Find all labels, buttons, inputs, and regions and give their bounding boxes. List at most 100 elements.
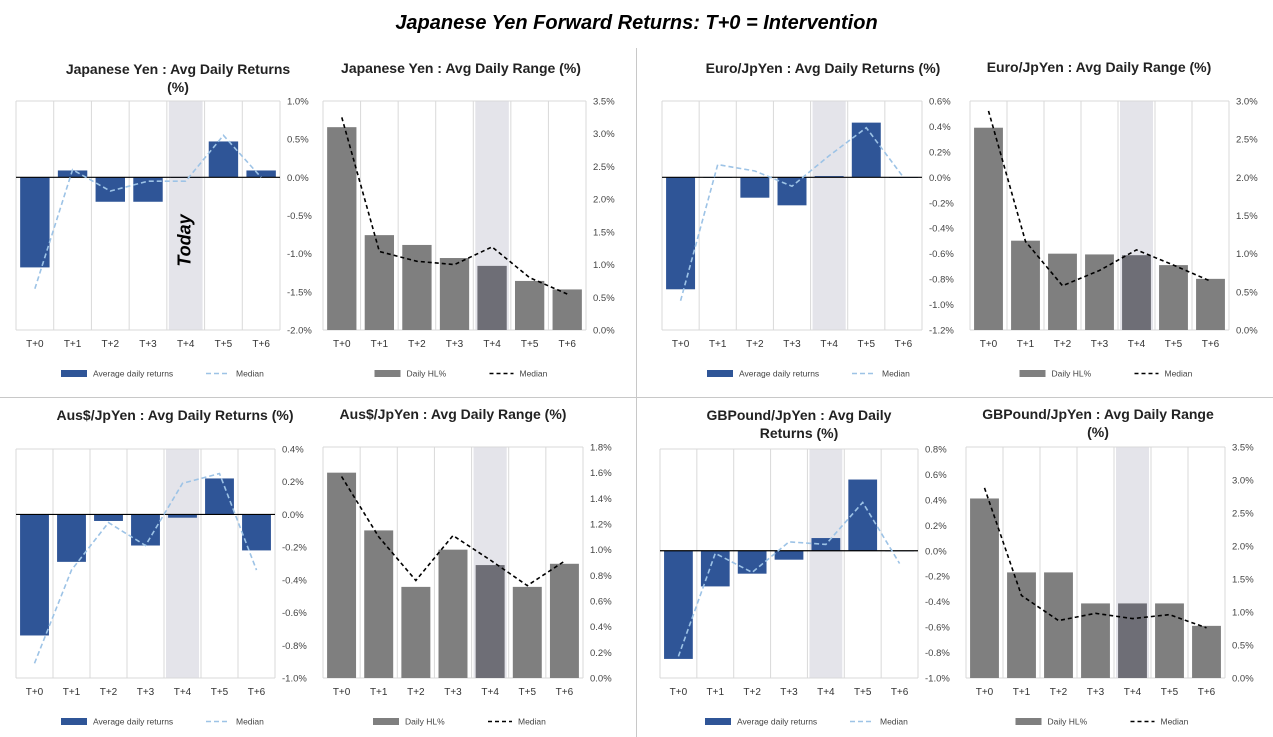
legend-label: Daily HL% xyxy=(1048,717,1088,727)
x-tick-label: T+0 xyxy=(26,687,44,698)
bar xyxy=(664,550,693,659)
median-line xyxy=(983,487,1207,629)
median-line xyxy=(34,134,262,290)
x-tick-label: T+6 xyxy=(248,687,266,698)
highlight-band xyxy=(809,449,843,678)
x-tick-label: T+6 xyxy=(252,339,270,350)
bar xyxy=(57,514,86,562)
y-tick-label: 0.4% xyxy=(590,622,612,633)
chart-panel-3: Euro/JpYen : Avg Daily Returns (%) 0.6% 0.… xyxy=(661,60,954,379)
legend-label: Median xyxy=(1165,369,1193,379)
legend-label: Daily HL% xyxy=(407,369,447,379)
bar xyxy=(848,479,878,551)
legend-swatch xyxy=(707,370,733,377)
x-tick-label: T+1 xyxy=(371,339,389,350)
y-tick-label: 1.0% xyxy=(287,97,309,108)
chart-title: GBPound/JpYen : Avg Daily Range xyxy=(982,406,1214,422)
today-annotation: Today xyxy=(175,213,195,266)
x-tick-label: T+3 xyxy=(446,339,464,350)
x-tick-label: T+1 xyxy=(709,339,727,350)
bar xyxy=(1159,265,1188,330)
y-tick-label: -0.6% xyxy=(282,608,307,619)
bar xyxy=(439,258,470,330)
y-tick-label: 0.5% xyxy=(1232,641,1254,652)
chart-panel-4: Euro/JpYen : Avg Daily Range (%) 3.0% 2.5%… xyxy=(969,59,1258,379)
highlight-band xyxy=(168,101,203,330)
y-tick-label: -0.6% xyxy=(929,249,954,260)
x-tick-label: T+6 xyxy=(558,339,576,350)
legend-label: Average daily returns xyxy=(93,717,173,727)
legend-swatch xyxy=(1015,718,1042,725)
y-tick-label: 0.0% xyxy=(590,674,612,685)
x-tick-label: T+4 xyxy=(1128,339,1146,350)
x-tick-label: T+0 xyxy=(333,687,351,698)
chart-panel-1: Japanese Yen : Avg Daily Returns (%) 1.0% 0… xyxy=(15,61,312,379)
x-tick-label: T+3 xyxy=(137,687,155,698)
legend-label: Average daily returns xyxy=(739,369,819,379)
x-tick-label: T+1 xyxy=(707,687,725,698)
chart-title: (%) xyxy=(167,79,189,95)
x-tick-label: T+0 xyxy=(670,687,688,698)
x-tick-label: T+5 xyxy=(1165,339,1183,350)
y-tick-label: 0.0% xyxy=(1236,326,1258,337)
legend-label: Average daily returns xyxy=(737,717,817,727)
legend-label: Median xyxy=(880,717,908,727)
y-tick-label: 1.0% xyxy=(590,545,612,556)
y-tick-label: 2.5% xyxy=(593,162,615,173)
x-tick-label: T+3 xyxy=(780,687,798,698)
x-tick-label: T+0 xyxy=(333,339,351,350)
x-tick-label: T+4 xyxy=(483,339,501,350)
y-tick-label: 2.0% xyxy=(1232,542,1254,553)
legend-swatch xyxy=(61,370,87,377)
y-tick-label: 0.0% xyxy=(282,510,304,521)
page-title: Japanese Yen Forward Returns: T+0 = Inte… xyxy=(395,12,878,34)
x-tick-label: T+1 xyxy=(1017,339,1035,350)
bar xyxy=(1196,278,1225,330)
bar xyxy=(246,170,276,178)
bar xyxy=(512,586,542,678)
y-tick-label: 0.6% xyxy=(590,597,612,608)
chart-title: Aus$/JpYen : Avg Daily Range (%) xyxy=(340,406,567,422)
y-tick-label: 1.6% xyxy=(590,468,612,479)
x-tick-label: T+4 xyxy=(1124,687,1142,698)
x-tick-label: T+3 xyxy=(139,339,157,350)
vertical-divider xyxy=(636,48,637,737)
chart-panel-2: Japanese Yen : Avg Daily Range (%) 3.5% 3.… xyxy=(322,60,615,379)
legend-label: Daily HL% xyxy=(1052,369,1092,379)
y-tick-label: 1.2% xyxy=(590,520,612,531)
bar xyxy=(549,563,579,678)
bar xyxy=(1122,255,1151,330)
x-tick-label: T+3 xyxy=(1087,687,1105,698)
bar xyxy=(364,530,394,678)
x-tick-label: T+5 xyxy=(519,687,537,698)
x-tick-label: T+4 xyxy=(177,339,195,350)
y-tick-label: 0.0% xyxy=(1232,674,1254,685)
y-tick-label: 1.5% xyxy=(593,227,615,238)
x-tick-label: T+5 xyxy=(211,687,229,698)
median-line xyxy=(340,476,565,587)
chart-panel-6: Aus$/JpYen : Avg Daily Range (%) 1.8% 1.6%… xyxy=(322,406,612,727)
bar xyxy=(242,514,271,551)
y-tick-label: 0.5% xyxy=(287,135,309,146)
y-tick-label: 0.5% xyxy=(593,293,615,304)
bar xyxy=(438,549,468,678)
y-tick-label: 0.2% xyxy=(282,477,304,488)
bar xyxy=(131,514,160,546)
bar xyxy=(851,122,881,178)
y-tick-label: 1.0% xyxy=(593,260,615,271)
bar xyxy=(95,177,125,202)
y-tick-label: 0.4% xyxy=(929,122,951,133)
legend-label: Median xyxy=(882,369,910,379)
bar xyxy=(401,586,431,678)
bar xyxy=(205,478,234,515)
bar xyxy=(737,550,767,574)
highlight-band xyxy=(812,101,846,330)
x-tick-label: T+2 xyxy=(408,339,426,350)
chart-title: GBPound/JpYen : Avg Daily xyxy=(707,407,892,423)
y-tick-label: -0.4% xyxy=(282,575,307,586)
x-tick-label: T+3 xyxy=(1091,339,1109,350)
x-tick-label: T+2 xyxy=(743,687,761,698)
y-tick-label: 3.0% xyxy=(1232,476,1254,487)
y-tick-label: 1.8% xyxy=(590,443,612,454)
